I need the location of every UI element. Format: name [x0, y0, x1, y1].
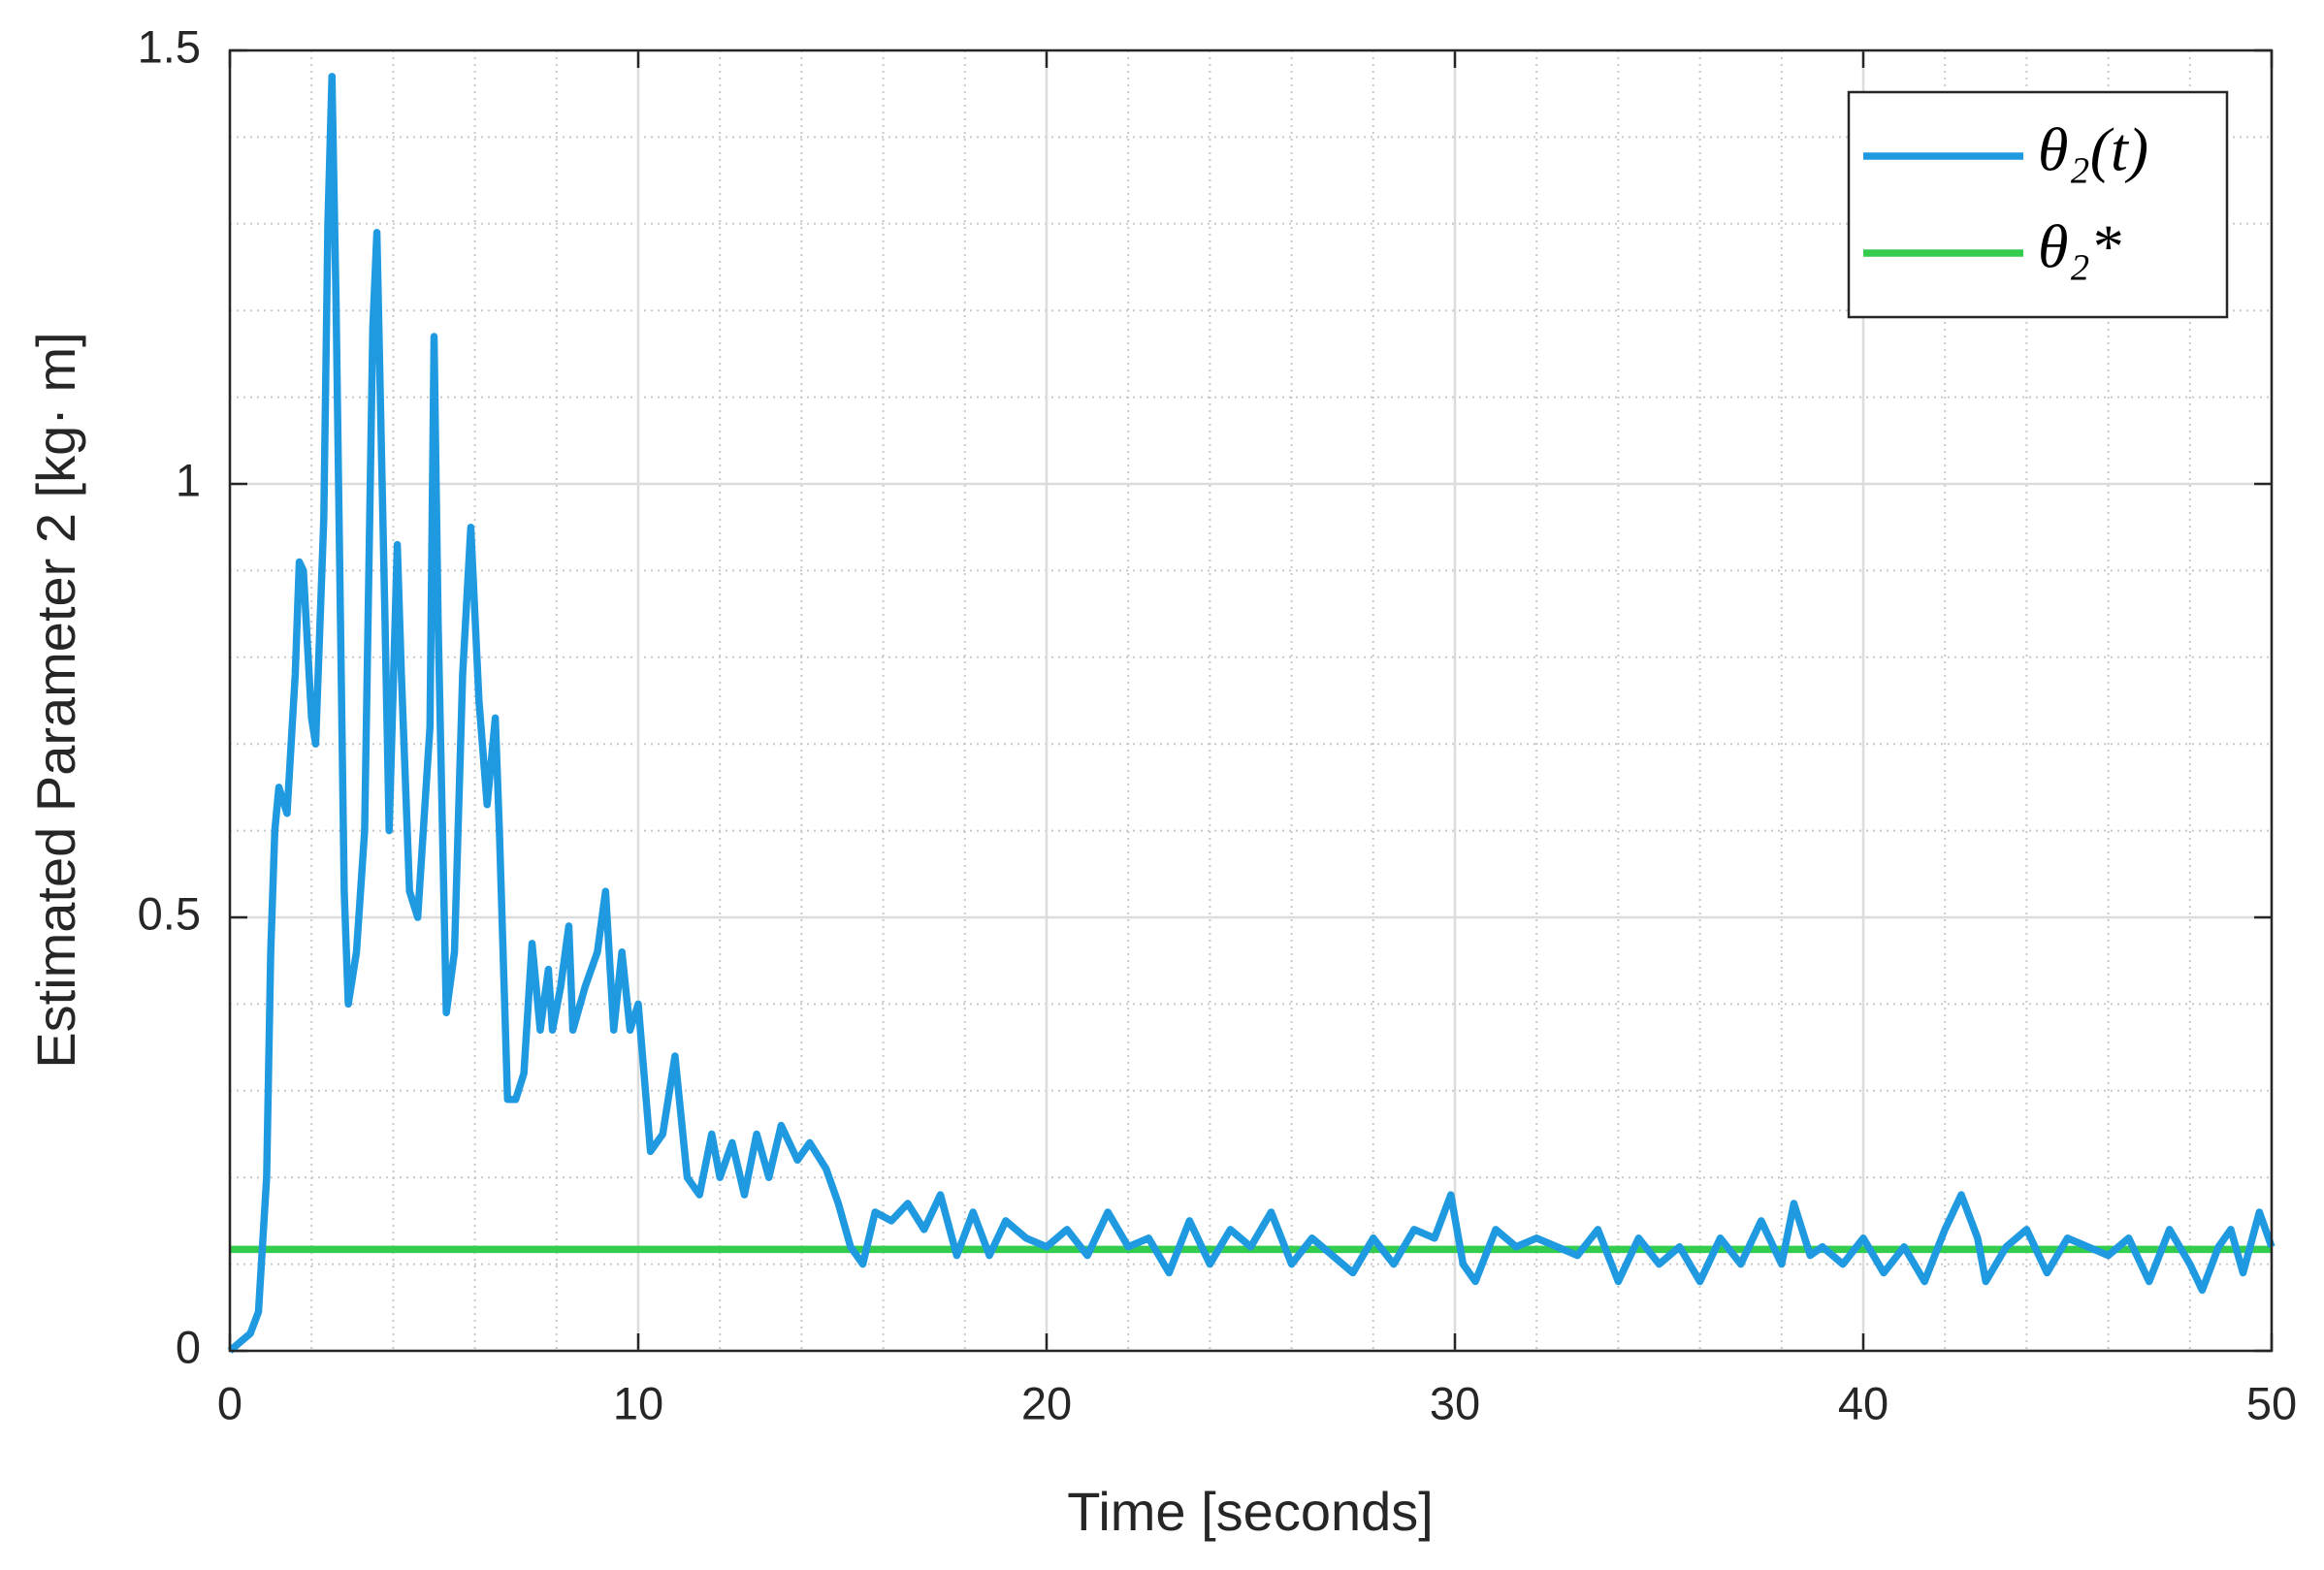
legend-label: θ₂(t) [2038, 115, 2148, 184]
x-tick-label: 30 [1430, 1377, 1480, 1428]
data-line [227, 73, 2276, 1354]
y-tick-label: 0 [176, 1321, 201, 1372]
x-axis-label: Time [seconds] [1067, 1481, 1434, 1542]
x-tick-label: 0 [217, 1377, 242, 1428]
x-tick-label: 20 [1021, 1377, 1072, 1428]
x-tick-label: 10 [613, 1377, 663, 1428]
y-tick-label: 1.5 [138, 20, 201, 72]
axes-box [228, 48, 2274, 1353]
x-tick-label: 40 [1838, 1377, 1888, 1428]
legend-box [1847, 90, 2229, 319]
x-tick-label: 50 [2246, 1377, 2297, 1428]
y-tick-label: 1 [176, 454, 201, 505]
legend-label: θ₂* [2038, 212, 2121, 281]
y-axis-label: Estimated Parameter 2 [kg· m] [25, 332, 86, 1068]
y-tick-label: 0.5 [138, 887, 201, 939]
